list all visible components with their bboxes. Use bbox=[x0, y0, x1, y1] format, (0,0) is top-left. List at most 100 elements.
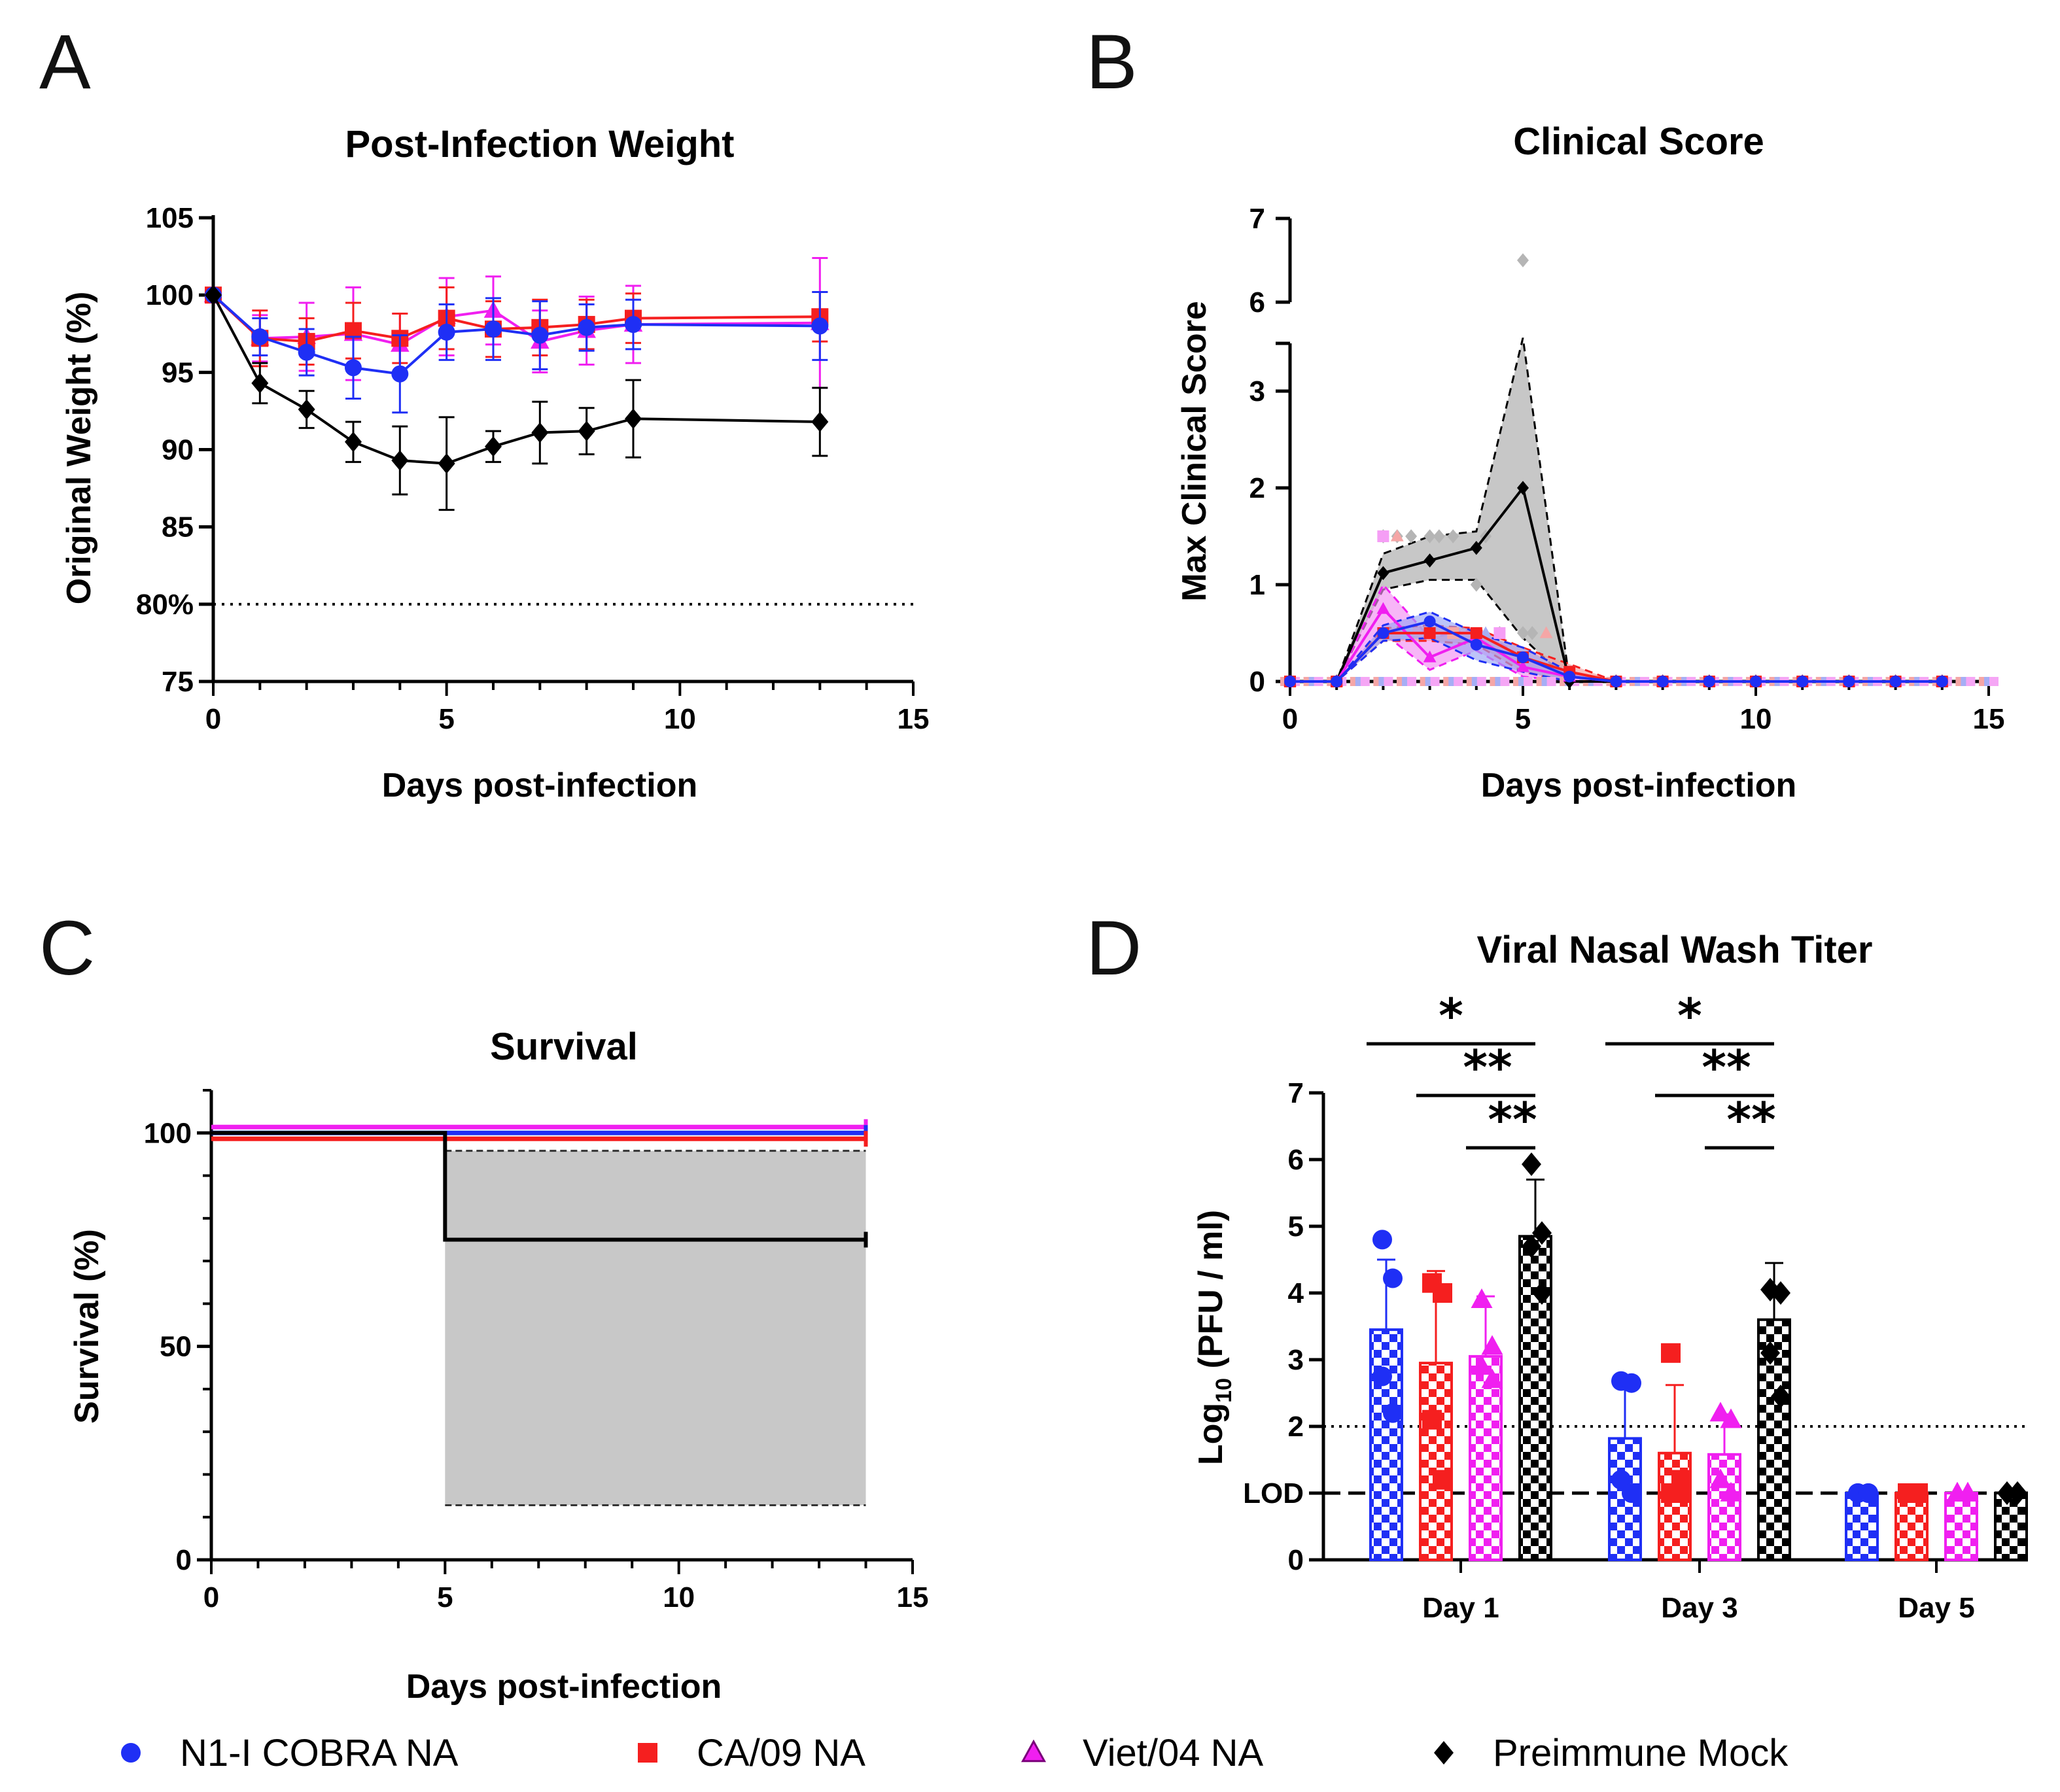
panel-a-xtick-label: 5 bbox=[438, 703, 454, 735]
panel-b-point-n1 bbox=[1470, 638, 1482, 651]
panel-b-ytick-label: 0 bbox=[1249, 666, 1265, 698]
panel-a-ylabel: Original Weight (%) bbox=[60, 292, 98, 605]
panel-a-ytick-label: 90 bbox=[162, 434, 194, 466]
panel-b-point-mock bbox=[1517, 481, 1529, 495]
panel-d-bar-viet bbox=[1469, 1354, 1503, 1561]
panel-d-point-n1 bbox=[1611, 1470, 1631, 1490]
panel-d-category-label: Day 3 bbox=[1661, 1592, 1737, 1624]
panel-a-point-mock bbox=[251, 373, 269, 394]
panel-c-xtick-label: 0 bbox=[203, 1581, 219, 1613]
panel-b-point-n1 bbox=[1610, 676, 1622, 687]
panel-b-scatter-zero bbox=[1966, 677, 1976, 686]
panel-d-category-label: Day 1 bbox=[1422, 1592, 1499, 1624]
panel-d-point-mock bbox=[2008, 1481, 2027, 1505]
panel-d-point-ca bbox=[1671, 1483, 1691, 1503]
panel-d-point-n1 bbox=[1622, 1373, 1641, 1393]
panel-d-point-viet bbox=[1720, 1481, 1742, 1502]
panel-b-ytick-label: 7 bbox=[1249, 203, 1265, 235]
panel-b-xlabel: Days post-infection bbox=[1481, 767, 1797, 804]
panel-b-scatter-zero bbox=[1360, 677, 1370, 686]
panel-d-ytick-label: LOD bbox=[1243, 1477, 1304, 1509]
panel-a-xtick-label: 10 bbox=[664, 703, 696, 735]
panel-a-point-n1 bbox=[625, 316, 642, 334]
panel-c-ytick-label: 0 bbox=[176, 1544, 192, 1576]
legend-marker-viet bbox=[1021, 1739, 1047, 1763]
panel-d-bar-mock bbox=[1994, 1492, 2028, 1561]
panel-d-point-mock bbox=[1760, 1341, 1780, 1365]
panel-b-point-mock bbox=[1470, 540, 1482, 555]
panel-d-point-n1 bbox=[1372, 1230, 1392, 1250]
panel-b-point-n1 bbox=[1936, 676, 1948, 687]
panel-d-ytick-label: 6 bbox=[1288, 1144, 1304, 1176]
panel-d-significance-label: * bbox=[1439, 988, 1463, 1043]
panel-b-point-n1 bbox=[1656, 676, 1669, 687]
panel-d-point-ca bbox=[1908, 1483, 1928, 1503]
panel-d-ytick-label: 7 bbox=[1288, 1077, 1304, 1109]
panel-d-bar-viet bbox=[1944, 1492, 1978, 1561]
panel-d-point-mock bbox=[1771, 1385, 1790, 1409]
legend-marker-mock bbox=[1434, 1741, 1454, 1765]
panel-b-point-ca bbox=[1423, 627, 1436, 639]
panel-d-point-n1 bbox=[1859, 1483, 1878, 1503]
panel-a-line-mock bbox=[212, 294, 820, 465]
panel-d-point-n1 bbox=[1622, 1483, 1641, 1503]
panel-letter-b: B bbox=[1086, 19, 1138, 105]
panel-b-xtick-label: 15 bbox=[1973, 703, 2005, 735]
panel-c-ytick-label: 50 bbox=[160, 1331, 192, 1363]
panel-b-scatter-mock bbox=[1423, 529, 1436, 543]
panel-b-xtick-label: 0 bbox=[1282, 703, 1298, 735]
panel-letter-a: A bbox=[39, 19, 91, 105]
panel-a-xtick-label: 0 bbox=[205, 703, 221, 735]
panel-b-ytick-label: 3 bbox=[1249, 375, 1265, 407]
panel-b-plot: 0 1 2 3 6 7 0 5 10 15 bbox=[1249, 203, 2005, 735]
panel-b-point-n1 bbox=[1843, 676, 1855, 687]
panel-d-ytick-label: 5 bbox=[1288, 1211, 1304, 1243]
panel-b-ytick-label: 1 bbox=[1249, 569, 1265, 601]
panel-b-scatter-mock bbox=[1405, 529, 1418, 543]
panel-a-title: Post-Infection Weight bbox=[345, 123, 734, 165]
panel-a-ytick-label: 85 bbox=[162, 511, 194, 543]
panel-c-ci-band bbox=[445, 1150, 866, 1506]
panel-b-point-viet bbox=[1376, 602, 1390, 614]
panel-b-scatter-mock bbox=[1517, 626, 1529, 640]
panel-b-point-n1 bbox=[1889, 676, 1902, 687]
panel-b-scatter-mock bbox=[1433, 529, 1445, 543]
panel-letter-c: C bbox=[39, 905, 95, 991]
panel-c-xtick-label: 15 bbox=[897, 1581, 929, 1613]
panel-d-bar-ca bbox=[1419, 1362, 1453, 1562]
panel-a-xtick-label: 15 bbox=[898, 703, 930, 735]
panel-a-point-mock bbox=[391, 450, 409, 471]
panel-d-significance-label: ** bbox=[1726, 1092, 1775, 1147]
panel-b-xtick-label: 10 bbox=[1740, 703, 1772, 735]
panel-a-point-mock bbox=[298, 399, 315, 420]
panel-b-point-viet bbox=[1423, 650, 1437, 663]
panel-a-point-n1 bbox=[345, 359, 362, 377]
panel-d-point-ca bbox=[1433, 1283, 1452, 1303]
panel-a-point-n1 bbox=[251, 328, 269, 345]
panel-d-point-viet bbox=[1481, 1368, 1503, 1388]
panel-d-ylabel: Log10 (PFU / ml) bbox=[1192, 1210, 1236, 1465]
panel-b-point-n1 bbox=[1750, 676, 1762, 687]
panel-d-significance-label: ** bbox=[1463, 1040, 1512, 1095]
panel-d-bar-n1 bbox=[1369, 1328, 1403, 1561]
panel-d-point-viet bbox=[1957, 1481, 1979, 1502]
panel-b-point-mock bbox=[1377, 566, 1389, 581]
panel-d-point-viet bbox=[1471, 1288, 1493, 1308]
panel-b-point-n1 bbox=[1563, 670, 1576, 683]
panel-b-scatter-zero bbox=[1454, 677, 1463, 686]
panel-a-plot: 75 80% 85 90 95 100 105 0 5 10 15 bbox=[136, 202, 930, 735]
panel-b-scatter-zero bbox=[1546, 677, 1556, 686]
panel-d-ylabel-main: Log bbox=[1192, 1403, 1230, 1465]
panel-d-ytick-label: 4 bbox=[1288, 1277, 1304, 1309]
panel-d-point-viet bbox=[1720, 1408, 1742, 1428]
panel-a-point-mock bbox=[625, 408, 642, 429]
panel-b-band-viet bbox=[1290, 585, 1942, 681]
panel-d-point-ca bbox=[1433, 1470, 1452, 1490]
panel-c-ytick-label: 100 bbox=[144, 1117, 192, 1149]
panel-d-point-mock bbox=[1532, 1281, 1552, 1305]
legend-marker-n1 bbox=[121, 1743, 141, 1763]
panel-d-point-mock bbox=[1771, 1281, 1790, 1305]
panel-b-scatter-group bbox=[1539, 626, 1553, 638]
panel-d-point-viet bbox=[1471, 1354, 1493, 1375]
